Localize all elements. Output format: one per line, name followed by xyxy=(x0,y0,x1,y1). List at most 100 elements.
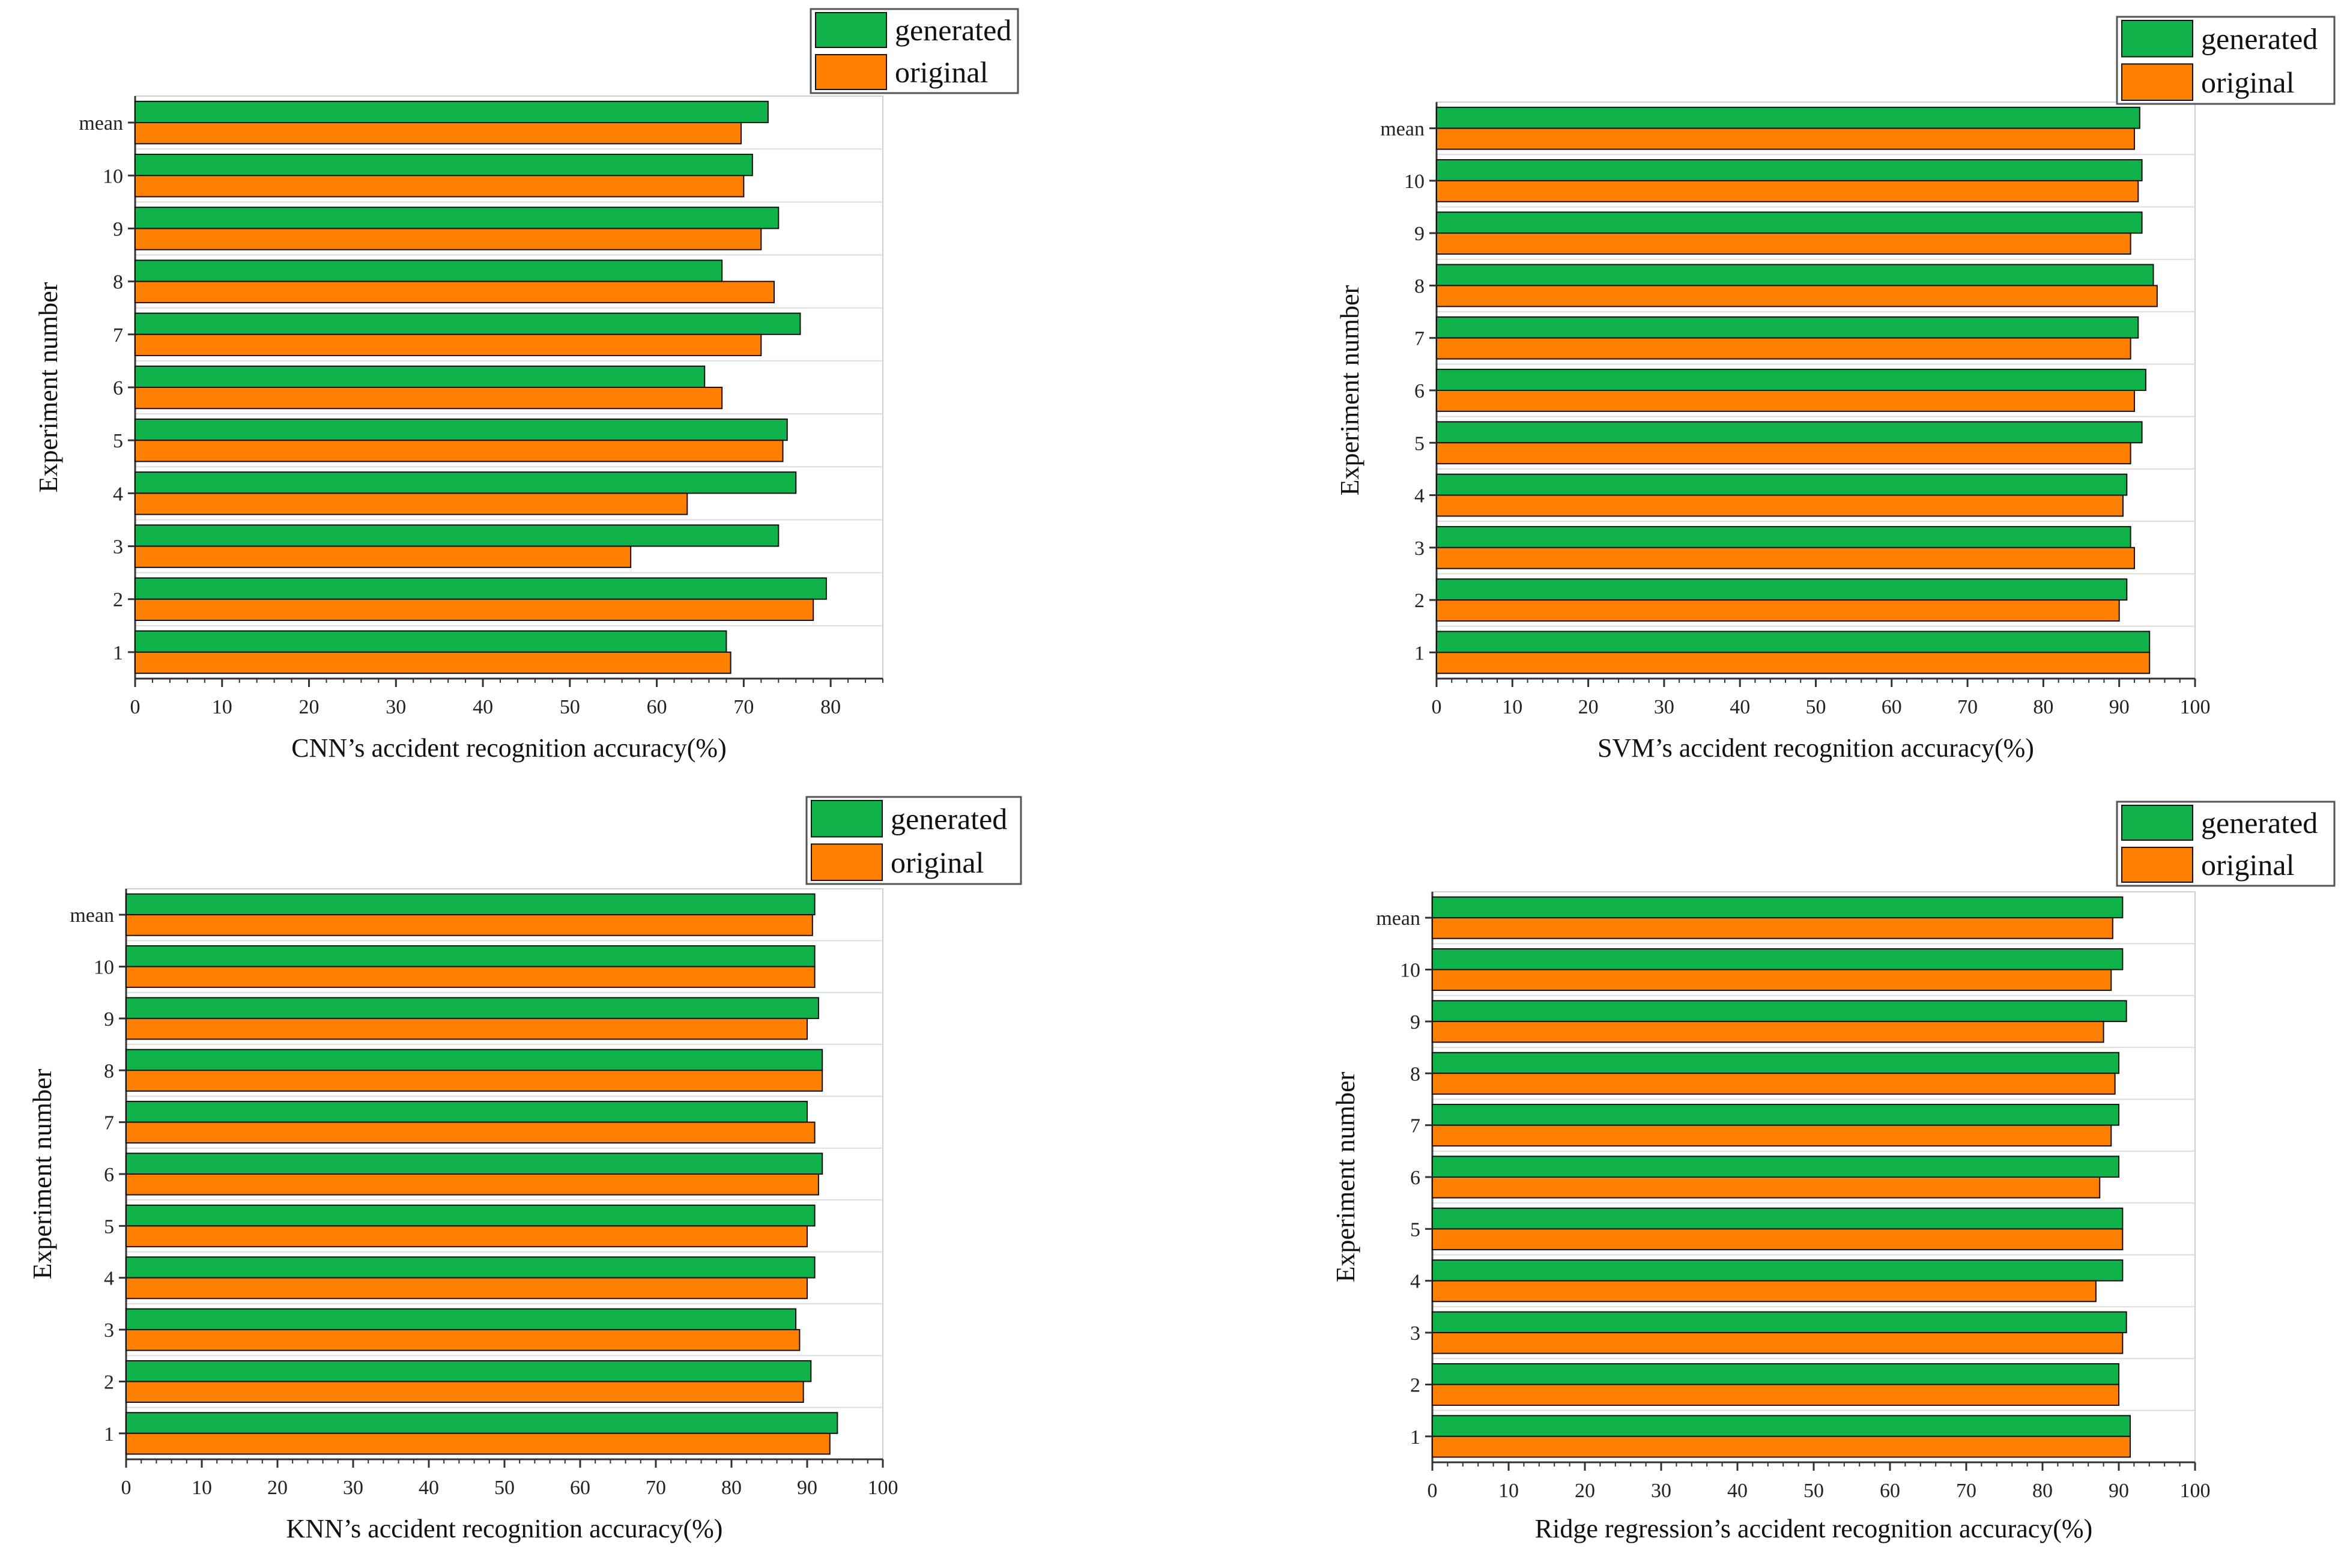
bar-original-10 xyxy=(135,175,745,198)
bar-generated-8 xyxy=(135,259,723,282)
bar-original-5 xyxy=(1432,1228,2124,1250)
x-tick-label: 20 xyxy=(1575,1480,1595,1502)
bar-generated-2 xyxy=(126,1360,812,1382)
bar-generated-4 xyxy=(126,1256,816,1279)
legend-swatch-generated xyxy=(815,12,887,48)
bar-original-2 xyxy=(1436,599,2120,622)
bar-generated-mean xyxy=(1432,896,2124,919)
y-tick-label: 1 xyxy=(1414,642,1425,664)
bar-original-1 xyxy=(126,1432,831,1455)
legend-label-original: original xyxy=(2201,848,2295,882)
bar-generated-8 xyxy=(1436,264,2154,286)
bar-generated-3 xyxy=(126,1308,797,1331)
x-tick-label: 20 xyxy=(299,696,319,718)
legend-label-original: original xyxy=(891,846,984,879)
bar-original-9 xyxy=(1436,232,2131,255)
bar-original-8 xyxy=(135,280,775,303)
x-tick-label: 10 xyxy=(192,1477,212,1499)
x-tick-label: 80 xyxy=(2033,696,2053,718)
bar-original-9 xyxy=(126,1017,808,1040)
y-tick-label: mean xyxy=(1376,907,1420,930)
y-tick-label: 9 xyxy=(1410,1011,1420,1034)
y-tick-label: 3 xyxy=(1410,1322,1420,1345)
x-tick-label: 60 xyxy=(647,696,667,718)
x-tick-label: 20 xyxy=(267,1477,288,1499)
x-tick-label: 60 xyxy=(1882,696,1902,718)
bar-original-5 xyxy=(126,1225,808,1247)
legend: generated original xyxy=(805,796,1022,885)
x-tick-label: 50 xyxy=(560,696,580,718)
y-tick-label: 1 xyxy=(1410,1426,1420,1448)
legend: generated original xyxy=(2116,801,2336,887)
y-tick-label: 8 xyxy=(1410,1063,1420,1085)
x-tick-label: 100 xyxy=(868,1477,898,1499)
bar-generated-1 xyxy=(1436,631,2151,653)
bar-original-2 xyxy=(1432,1384,2119,1406)
chart-panel-1: 0 10 20 30 40 50 60 70 80 1 2 3 4 5 6 7 8 9 10 mean CNN’s ac… xyxy=(34,8,1019,763)
bar-original-5 xyxy=(135,440,784,462)
y-tick-label: 8 xyxy=(113,271,123,294)
x-tick-label: 80 xyxy=(820,696,841,718)
legend: generated original xyxy=(2116,16,2336,105)
y-tick-label: 10 xyxy=(1404,171,1425,193)
y-tick-label: 2 xyxy=(1410,1374,1420,1396)
y-axis-title: Experiment number xyxy=(28,1068,57,1279)
bar-original-1 xyxy=(135,651,731,674)
y-tick-label: 9 xyxy=(104,1008,114,1031)
x-tick-label: 30 xyxy=(343,1477,363,1499)
x-tick-label: 20 xyxy=(1578,696,1599,718)
bar-original-mean xyxy=(135,122,742,145)
bar-original-mean xyxy=(1436,127,2135,150)
bar-original-4 xyxy=(1432,1280,2097,1303)
bar-original-7 xyxy=(126,1121,816,1144)
y-tick-label: 10 xyxy=(94,957,114,979)
y-axis-title: Experiment number xyxy=(34,282,63,492)
bar-original-3 xyxy=(1432,1332,2124,1354)
y-tick-label: 10 xyxy=(1400,960,1420,982)
bar-generated-9 xyxy=(126,997,819,1019)
x-axis-title: KNN’s accident recognition accuracy(%) xyxy=(286,1514,723,1543)
x-tick-label: 50 xyxy=(1806,696,1826,718)
bar-original-9 xyxy=(1432,1020,2104,1043)
bar-original-2 xyxy=(135,598,814,622)
bar-generated-8 xyxy=(1432,1052,2119,1074)
x-tick-label: 0 xyxy=(1428,1480,1438,1502)
y-tick-label: 5 xyxy=(1410,1218,1420,1241)
bar-original-7 xyxy=(1432,1124,2112,1147)
bar-generated-6 xyxy=(126,1152,823,1175)
y-tick-label: 6 xyxy=(104,1164,114,1186)
bar-original-6 xyxy=(126,1173,819,1196)
bar-original-8 xyxy=(126,1070,823,1092)
bar-generated-8 xyxy=(126,1049,823,1071)
bar-original-8 xyxy=(1432,1073,2116,1095)
y-tick-label: 5 xyxy=(104,1215,114,1238)
bar-generated-mean xyxy=(1436,106,2140,129)
bar-original-7 xyxy=(1436,337,2131,360)
x-axis-title: SVM’s accident recognition accuracy(%) xyxy=(1597,733,2034,763)
bar-original-9 xyxy=(135,228,762,250)
x-tick-label: 40 xyxy=(1730,696,1750,718)
x-tick-label: 100 xyxy=(2180,1480,2211,1502)
bar-original-1 xyxy=(1436,652,2151,674)
legend-label-original: original xyxy=(895,55,989,89)
bar-generated-1 xyxy=(126,1412,838,1434)
bar-generated-7 xyxy=(1436,316,2139,339)
bar-generated-3 xyxy=(135,524,780,547)
bar-generated-10 xyxy=(135,154,753,177)
bar-generated-10 xyxy=(1432,948,2124,970)
bar-original-6 xyxy=(1436,390,2135,412)
bar-original-3 xyxy=(135,545,632,568)
y-tick-label: 7 xyxy=(104,1112,114,1134)
bar-original-10 xyxy=(1432,969,2112,991)
chart-panel-4: 0 10 20 30 40 50 60 70 80 90 100 1 2 3 4 5 6 7 8 9 10 mean Rid… xyxy=(1331,801,2336,1543)
x-tick-label: 40 xyxy=(473,696,493,718)
y-axis-title: Experiment number xyxy=(1331,1071,1360,1282)
x-tick-label: 70 xyxy=(1956,1480,1976,1502)
bar-generated-3 xyxy=(1432,1311,2127,1334)
bar-generated-5 xyxy=(1436,421,2143,444)
bar-original-10 xyxy=(1436,180,2139,202)
x-tick-label: 30 xyxy=(1654,696,1674,718)
x-tick-label: 10 xyxy=(1498,1480,1519,1502)
y-tick-label: 2 xyxy=(104,1371,114,1393)
y-tick-label: 6 xyxy=(1414,380,1425,402)
